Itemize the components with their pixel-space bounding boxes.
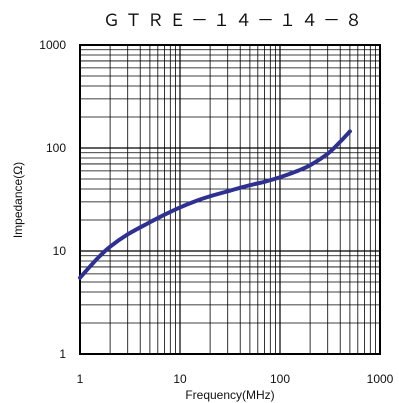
y-tick-labels: 1 10 100 1000 [39, 38, 66, 361]
plot-frame [79, 44, 381, 355]
y-tick-label: 10 [53, 244, 67, 258]
y-axis-label: Impedance(Ω) [11, 162, 25, 238]
x-tick-labels: 1 10 100 1000 [77, 372, 394, 386]
series-line-0 [78, 129, 352, 280]
x-tick-label: 100 [270, 372, 290, 386]
y-tick-label: 1 [59, 347, 66, 361]
y-tick-label: 1000 [39, 38, 66, 52]
chart-title: ＧＴＲＥ－１４－１４－８ [103, 11, 367, 30]
y-tick-label: 100 [46, 141, 66, 155]
x-tick-label: 1 [77, 372, 84, 386]
x-tick-label: 10 [173, 372, 187, 386]
x-axis-label: Frequency(MHz) [185, 388, 274, 402]
series-group [78, 129, 352, 280]
x-tick-label: 1000 [367, 372, 394, 386]
grid-lines [80, 45, 380, 354]
